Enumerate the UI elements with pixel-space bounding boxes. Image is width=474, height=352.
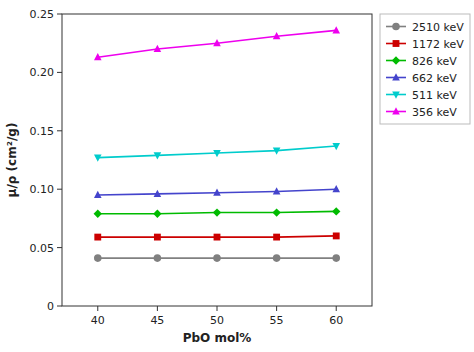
point-marker [94, 234, 101, 241]
legend-label: 356 keV [412, 106, 457, 119]
y-tick-label: 0.15 [30, 125, 55, 138]
point-marker [273, 32, 281, 39]
x-tick-label: 50 [210, 314, 224, 327]
point-marker [214, 234, 221, 241]
x-axis: 40 45 50 55 60 [91, 306, 343, 327]
y-tick-label: 0.20 [30, 66, 55, 79]
plot-data [94, 26, 341, 262]
y-tick [57, 189, 62, 190]
y-tick-label: 0.05 [30, 242, 55, 255]
legend-marker [392, 107, 400, 114]
y-tick [57, 130, 62, 131]
legend-marker [392, 91, 400, 98]
point-marker [332, 143, 340, 150]
x-tick [276, 306, 277, 311]
y-tick-label: 0.10 [30, 183, 55, 196]
y-tick [57, 72, 62, 73]
series-line [98, 30, 336, 57]
point-marker [272, 208, 280, 216]
series [94, 143, 340, 162]
point-marker [332, 185, 340, 192]
legend-marker [392, 23, 400, 31]
point-marker [273, 187, 281, 194]
point-marker [273, 148, 281, 155]
point-marker [154, 254, 162, 262]
y-axis: 0 0.05 0.10 0.15 0.20 0.25 [30, 8, 63, 313]
x-tick [157, 306, 158, 311]
x-tick-label: 45 [150, 314, 164, 327]
legend-label: 662 keV [412, 72, 457, 85]
x-tick [217, 306, 218, 311]
point-marker [332, 207, 340, 215]
series [94, 185, 340, 198]
point-marker [332, 26, 340, 33]
legend-marker [392, 56, 400, 64]
point-marker [154, 45, 162, 52]
legend-label: 826 keV [412, 55, 457, 68]
point-marker [213, 150, 221, 157]
x-tick-label: 55 [270, 314, 284, 327]
point-marker [154, 234, 161, 241]
y-tick-label: 0 [47, 300, 54, 313]
legend-label: 1172 keV [412, 38, 464, 51]
x-tick [336, 306, 337, 311]
point-marker [154, 190, 162, 197]
point-marker [332, 254, 340, 262]
legend-label: 511 keV [412, 89, 457, 102]
plot-frame [62, 14, 372, 306]
point-marker [154, 152, 162, 159]
point-marker [94, 53, 102, 60]
legend-marker [392, 73, 400, 80]
series-line [98, 189, 336, 195]
legend-marker [393, 40, 400, 47]
series-line [98, 146, 336, 158]
point-marker [273, 254, 281, 262]
point-marker [333, 233, 340, 240]
point-marker [94, 155, 102, 162]
y-axis-label: μ/ρ (cm²/g) [5, 123, 19, 198]
series [94, 207, 341, 218]
x-tick-label: 60 [329, 314, 343, 327]
y-tick [57, 14, 62, 15]
point-marker [213, 189, 221, 196]
legend-box [380, 14, 470, 124]
x-tick [97, 306, 98, 311]
point-marker [213, 208, 221, 216]
point-marker [213, 254, 221, 262]
y-tick [57, 306, 62, 307]
background [0, 0, 474, 352]
point-marker [94, 254, 102, 262]
y-tick [57, 247, 62, 248]
legend-label: 2510 keV [412, 21, 464, 34]
y-tick-label: 0.25 [30, 8, 55, 21]
point-marker [153, 210, 161, 218]
point-marker [94, 191, 102, 198]
chart: 40 45 50 55 60 0 0.05 0.10 0.15 0.20 0.25 PbO mol% μ… [0, 0, 474, 352]
point-marker [273, 234, 280, 241]
series [94, 26, 340, 60]
x-tick-label: 40 [91, 314, 105, 327]
series [94, 233, 339, 241]
series [94, 254, 340, 262]
point-marker [94, 210, 102, 218]
point-marker [213, 39, 221, 46]
x-axis-label: PbO mol% [183, 331, 252, 345]
legend: 2510 keV 1172 keV 826 keV 662 keV 511 keV 356… [380, 14, 470, 124]
